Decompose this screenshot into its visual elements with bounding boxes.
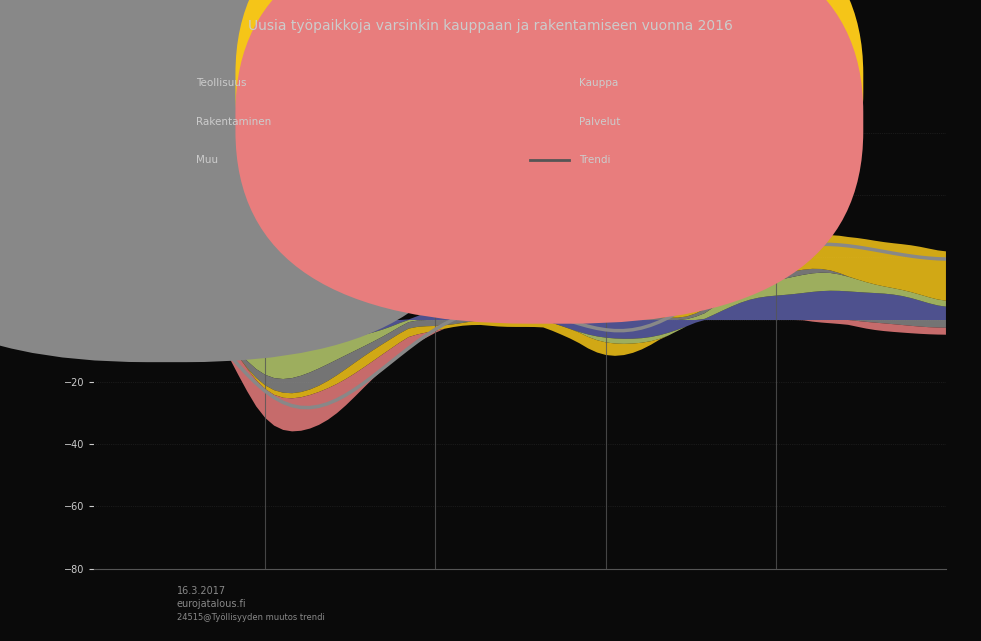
Text: Teollisuus: Teollisuus — [196, 78, 246, 88]
Text: Kauppa: Kauppa — [579, 78, 618, 88]
Text: 24515@Työllisyyden muutos trendi: 24515@Työllisyyden muutos trendi — [177, 613, 325, 622]
Text: 16.3.2017: 16.3.2017 — [177, 586, 226, 596]
Text: Trendi: Trendi — [579, 155, 610, 165]
Text: eurojatalous.fi: eurojatalous.fi — [177, 599, 246, 609]
Text: Muu: Muu — [196, 155, 219, 165]
Text: Rakentaminen: Rakentaminen — [196, 117, 272, 127]
Text: Uusia työpaikkoja varsinkin kauppaan ja rakentamiseen vuonna 2016: Uusia työpaikkoja varsinkin kauppaan ja … — [248, 19, 733, 33]
Text: Palvelut: Palvelut — [579, 117, 620, 127]
